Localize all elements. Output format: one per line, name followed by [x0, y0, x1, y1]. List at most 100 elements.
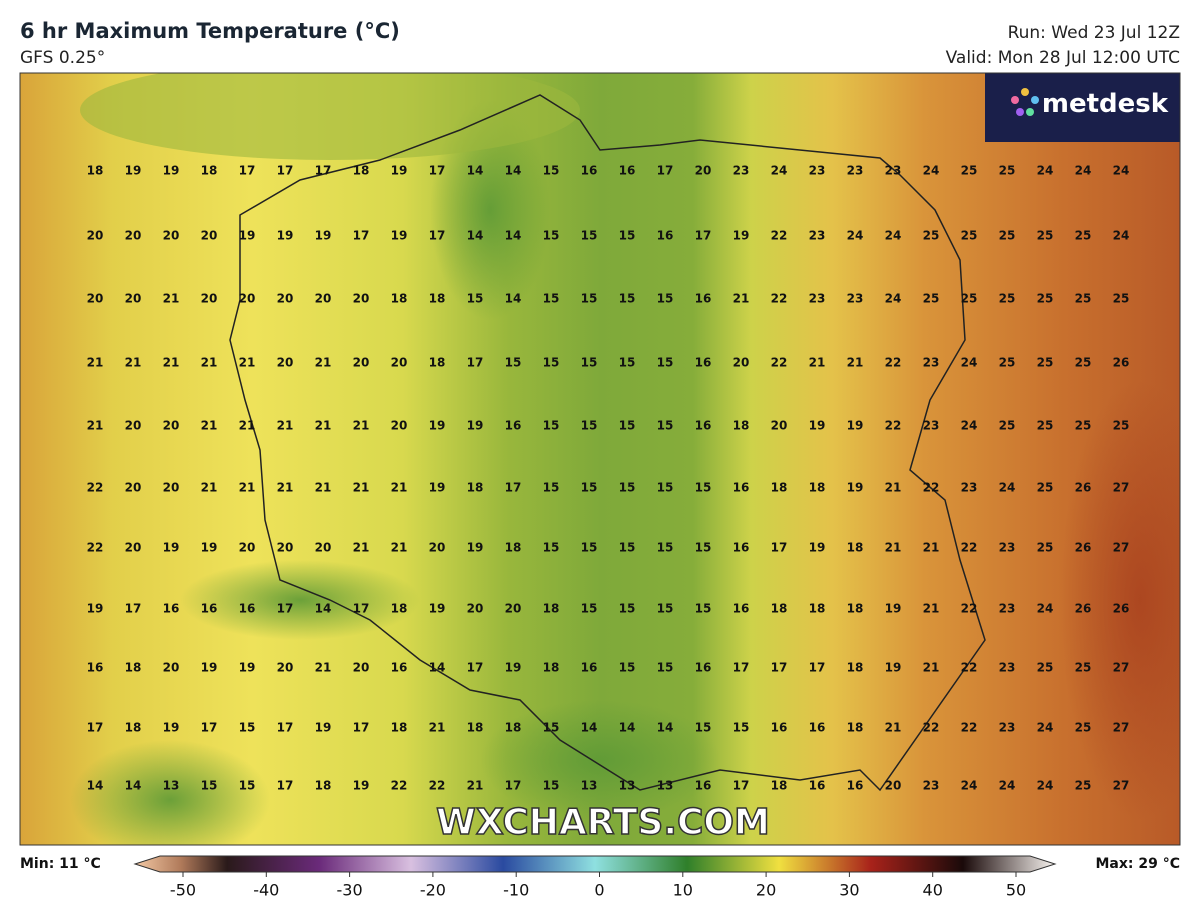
grid-value: 24 [961, 356, 978, 370]
grid-value: 23 [847, 292, 864, 306]
grid-value: 20 [277, 541, 294, 555]
grid-value: 15 [657, 602, 674, 616]
grid-value: 15 [581, 541, 598, 555]
grid-value: 22 [771, 229, 788, 243]
grid-value: 19 [391, 229, 408, 243]
grid-value: 19 [809, 541, 826, 555]
grid-value: 15 [619, 481, 636, 495]
grid-value: 20 [125, 229, 142, 243]
grid-value: 20 [125, 481, 142, 495]
grid-value: 14 [505, 292, 522, 306]
grid-value: 18 [429, 292, 446, 306]
colorbar-tick-label: -30 [337, 881, 363, 900]
grid-value: 25 [1037, 661, 1054, 675]
grid-value: 24 [1037, 721, 1054, 735]
grid-value: 18 [201, 164, 218, 178]
grid-value: 26 [1075, 481, 1092, 495]
grid-value: 22 [429, 779, 446, 793]
grid-value: 18 [429, 356, 446, 370]
colorbar: Min: 11 °C Max: 29 °C -50 -40 -30 -20 -10 0 10… [20, 855, 1180, 900]
grid-value: 16 [695, 419, 712, 433]
grid-value: 18 [391, 602, 408, 616]
grid-value: 18 [125, 721, 142, 735]
grid-value: 15 [695, 541, 712, 555]
grid-value: 15 [657, 481, 674, 495]
grid-value: 15 [581, 292, 598, 306]
grid-value: 15 [657, 541, 674, 555]
grid-value: 24 [885, 229, 902, 243]
grid-value: 22 [771, 292, 788, 306]
grid-value: 18 [847, 661, 864, 675]
grid-value: 17 [277, 721, 294, 735]
grid-value: 25 [1075, 419, 1092, 433]
grid-value: 19 [315, 229, 332, 243]
grid-value: 20 [87, 229, 104, 243]
colorbar-tick-label: -50 [170, 881, 196, 900]
grid-value: 18 [733, 419, 750, 433]
subtitle: GFS 0.25° [20, 48, 105, 68]
colorbar-tick-label: 10 [673, 881, 693, 900]
grid-value: 21 [391, 541, 408, 555]
grid-value: 24 [1037, 602, 1054, 616]
grid-value: 24 [1037, 164, 1054, 178]
grid-value: 23 [923, 779, 940, 793]
grid-value: 20 [315, 541, 332, 555]
grid-value: 23 [961, 481, 978, 495]
grid-value: 21 [315, 481, 332, 495]
grid-value: 15 [619, 356, 636, 370]
grid-value: 18 [771, 779, 788, 793]
grid-value: 23 [847, 164, 864, 178]
grid-value: 19 [733, 229, 750, 243]
grid-value: 20 [163, 419, 180, 433]
grid-value: 20 [429, 541, 446, 555]
grid-value: 20 [391, 419, 408, 433]
grid-value: 18 [467, 481, 484, 495]
grid-value: 20 [885, 779, 902, 793]
grid-value: 19 [353, 779, 370, 793]
watermark: WXCHARTS.COM [436, 802, 770, 843]
logo-text: metdesk [1042, 89, 1169, 119]
grid-value: 16 [201, 602, 218, 616]
grid-value: 23 [809, 292, 826, 306]
grid-value: 15 [467, 292, 484, 306]
grid-value: 25 [1113, 419, 1130, 433]
grid-value: 17 [87, 721, 104, 735]
grid-value: 21 [353, 481, 370, 495]
grid-value: 18 [391, 292, 408, 306]
grid-value: 22 [961, 721, 978, 735]
grid-value: 18 [543, 602, 560, 616]
grid-value: 20 [505, 602, 522, 616]
grid-value: 20 [353, 292, 370, 306]
colorbar-tick-label: 30 [839, 881, 859, 900]
grid-value: 20 [353, 661, 370, 675]
grid-value: 25 [923, 292, 940, 306]
grid-value: 15 [581, 229, 598, 243]
grid-value: 15 [581, 481, 598, 495]
grid-value: 19 [429, 419, 446, 433]
grid-value: 20 [125, 419, 142, 433]
grid-value: 20 [353, 356, 370, 370]
grid-value: 19 [847, 481, 864, 495]
grid-value: 26 [1075, 541, 1092, 555]
grid-value: 25 [1113, 292, 1130, 306]
grid-value: 17 [733, 661, 750, 675]
grid-value: 17 [353, 229, 370, 243]
grid-value: 16 [657, 229, 674, 243]
grid-value: 15 [543, 779, 560, 793]
grid-value: 22 [923, 721, 940, 735]
grid-value: 25 [1075, 356, 1092, 370]
grid-value: 24 [847, 229, 864, 243]
grid-value: 22 [87, 541, 104, 555]
grid-value: 25 [1037, 481, 1054, 495]
grid-value: 15 [733, 721, 750, 735]
grid-value: 17 [277, 779, 294, 793]
grid-value: 27 [1113, 481, 1130, 495]
grid-value: 20 [771, 419, 788, 433]
grid-value: 15 [619, 661, 636, 675]
grid-value: 27 [1113, 779, 1130, 793]
grid-value: 14 [429, 661, 446, 675]
colorbar-tick-label: 40 [923, 881, 943, 900]
grid-value: 19 [163, 541, 180, 555]
grid-value: 16 [809, 779, 826, 793]
